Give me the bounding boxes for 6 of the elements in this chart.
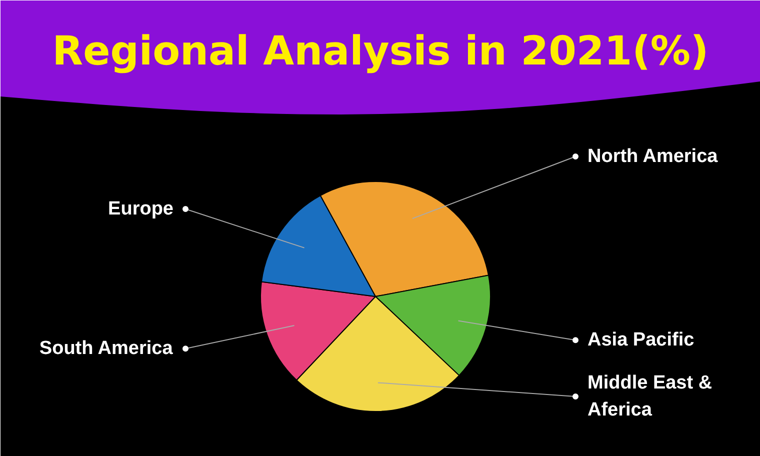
- slice-label: North America: [588, 146, 718, 167]
- chart-title: Regional Analysis in 2021(%): [52, 28, 709, 74]
- slice-label: Asia Pacific: [588, 330, 695, 351]
- slice-label: South America: [39, 338, 174, 360]
- slice-label: Europe: [108, 198, 174, 220]
- slice-label: Middle East & Aferica: [588, 372, 712, 421]
